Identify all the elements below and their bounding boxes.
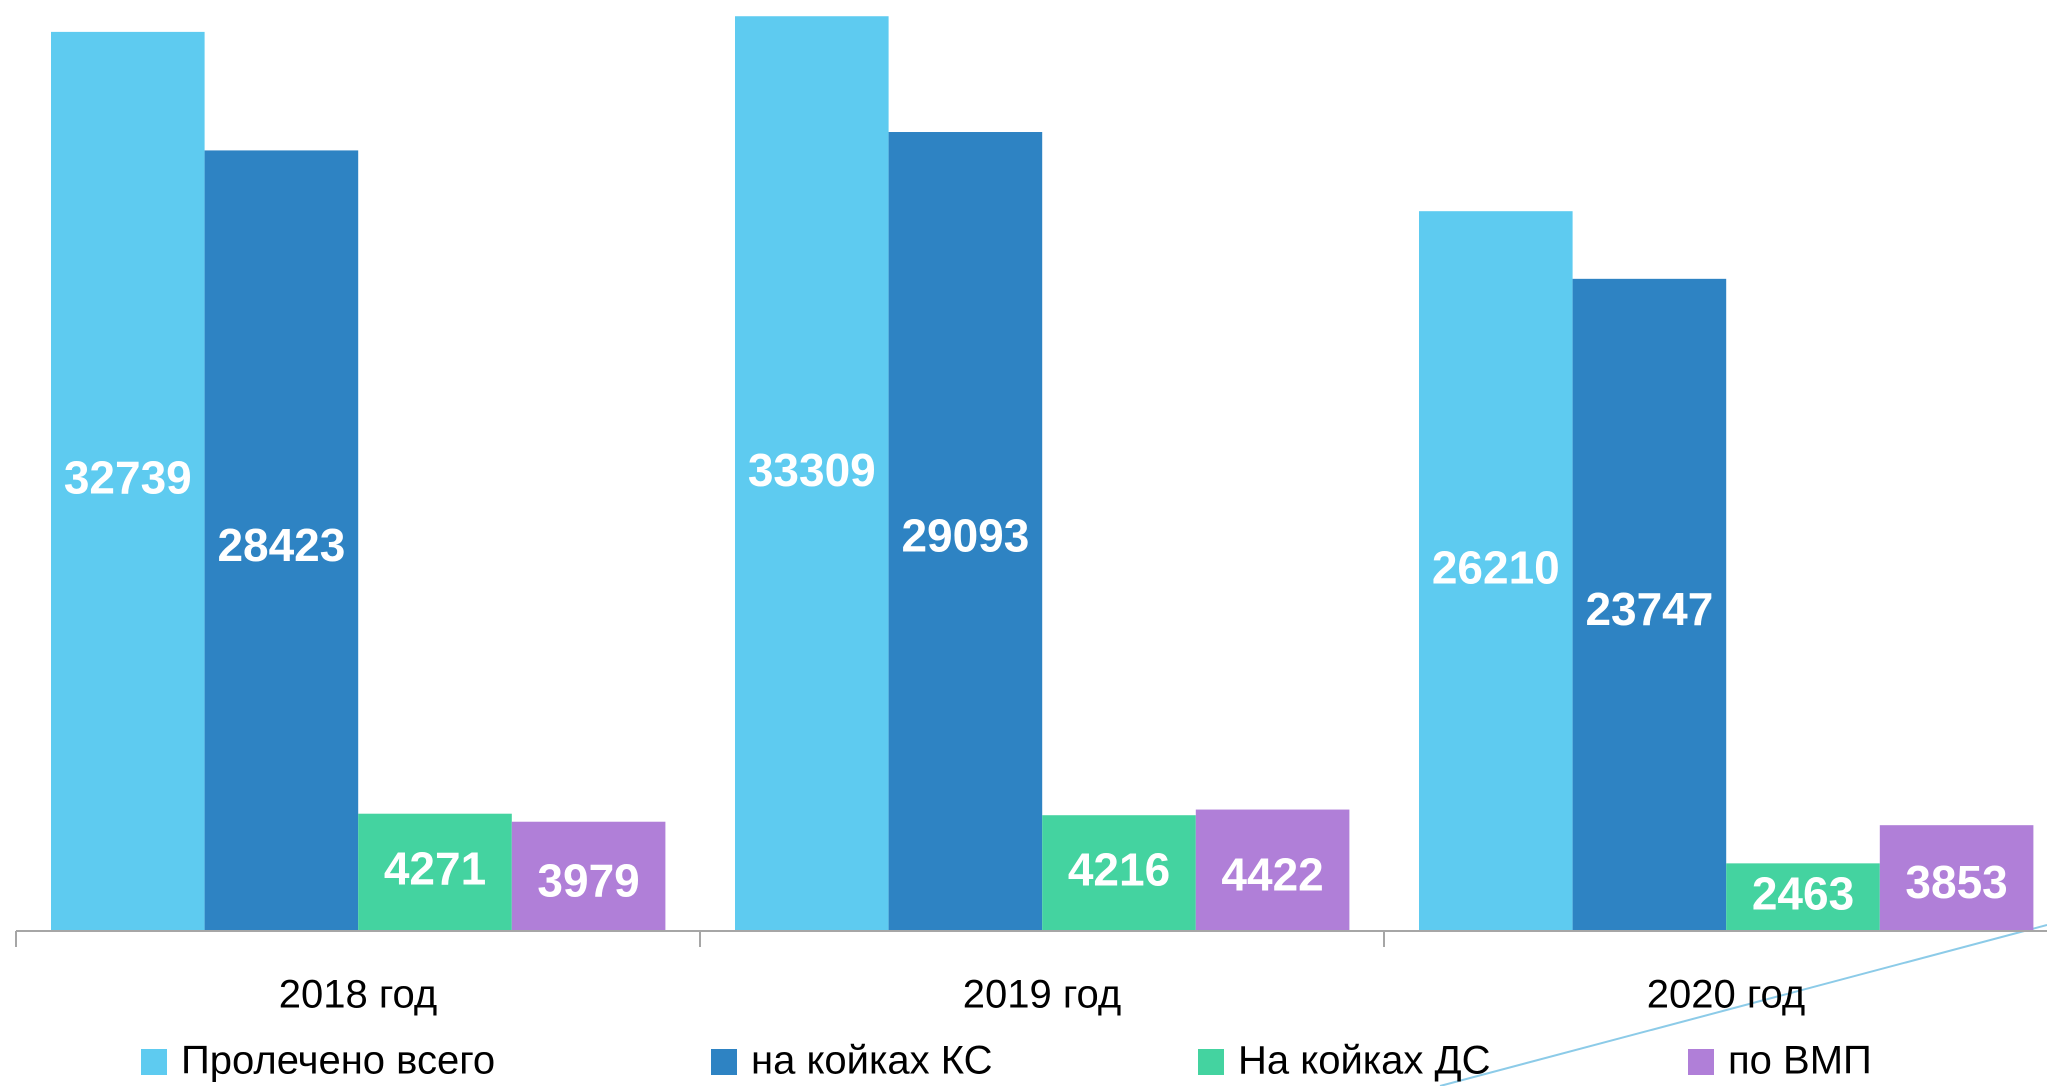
bar: [1042, 815, 1196, 931]
data-label: 32739: [64, 452, 192, 504]
data-label: 4216: [1068, 843, 1170, 895]
legend-swatch: [1198, 1049, 1224, 1075]
bar: [888, 132, 1043, 931]
data-label: 4422: [1221, 848, 1323, 900]
legend-swatch: [141, 1049, 167, 1075]
bar: [735, 16, 889, 931]
legend-label: на койках КС: [751, 1039, 992, 1083]
bar: [358, 813, 512, 931]
legend-label: На койках ДС: [1238, 1039, 1491, 1083]
data-label: 3979: [537, 855, 639, 907]
bar: [1419, 211, 1573, 931]
bar: [204, 150, 359, 932]
legend-swatch: [711, 1049, 737, 1075]
data-label: 3853: [1905, 856, 2007, 908]
legend-label: Пролечено всего: [181, 1039, 495, 1083]
legend-label: по ВМП: [1728, 1039, 1872, 1083]
data-label: 4271: [384, 843, 486, 895]
bar: [511, 821, 666, 931]
legend-swatch: [1688, 1049, 1714, 1075]
data-label: 26210: [1432, 541, 1560, 593]
data-label: 29093: [901, 510, 1029, 562]
bar: [1195, 809, 1350, 931]
bar: [1879, 825, 2034, 931]
bar: [1572, 278, 1727, 931]
bar: [51, 31, 205, 931]
x-tick-label: 2018 год: [279, 973, 438, 1017]
bar: [1726, 863, 1880, 931]
x-tick-label: 2019 год: [963, 973, 1122, 1017]
data-label: 2463: [1752, 867, 1854, 919]
decoration-line: [1439, 924, 2047, 1086]
data-label: 33309: [748, 444, 876, 496]
x-tick-label: 2020 год: [1647, 973, 1806, 1017]
data-label: 28423: [217, 519, 345, 571]
data-label: 23747: [1585, 583, 1713, 635]
